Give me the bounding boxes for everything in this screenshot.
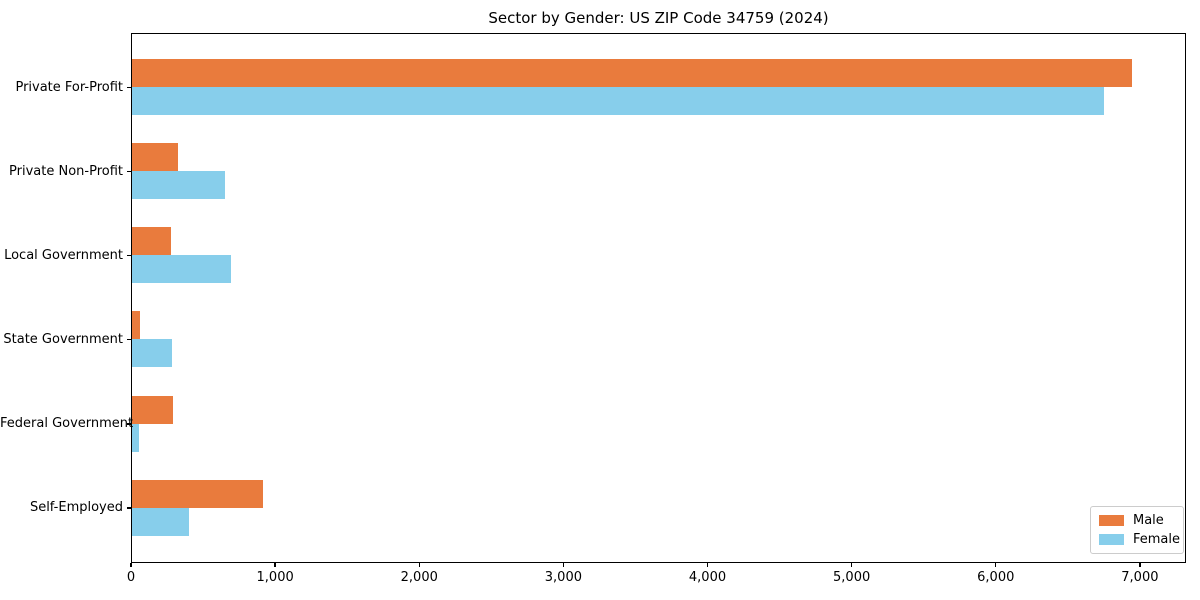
y-tick-label-self-employed: Self-Employed: [29, 500, 123, 515]
x-tick-mark: [1139, 563, 1141, 567]
bar-male-private-non-profit: [132, 143, 178, 172]
bar-female-private-non-profit: [132, 171, 226, 200]
legend-swatch-male: [1099, 515, 1124, 526]
x-tick-mark: [274, 563, 276, 567]
bar-male-state-government: [132, 311, 140, 340]
y-tick-label-state-government: State Government: [3, 331, 123, 347]
x-tick-label-3000: 3,000: [544, 570, 582, 585]
x-tick-mark: [418, 563, 420, 567]
x-tick-mark: [562, 563, 565, 567]
bar-female-self-employed: [132, 507, 189, 536]
legend-swatch-female: [1099, 534, 1124, 545]
x-tick-label-5000: 5,000: [833, 570, 871, 585]
y-tick-mark: [127, 423, 131, 425]
y-tick-label-local-government: Local Government: [4, 247, 123, 263]
legend-item-male: Male: [1099, 512, 1175, 528]
x-tick-mark: [706, 563, 709, 567]
y-tick-label-federal-government: Federal Government: [0, 415, 134, 431]
x-tick-label-2000: 2,000: [400, 570, 438, 585]
x-tick-mark: [850, 563, 853, 567]
plot-area: [131, 33, 1186, 563]
y-tick-mark: [127, 507, 131, 509]
x-tick-label-6000: 6,000: [977, 570, 1015, 585]
chart-title: Sector by Gender: US ZIP Code 34759 (202…: [488, 9, 829, 27]
legend-label-female: Female: [1133, 531, 1181, 547]
y-tick-label-private-for-profit: Private For-Profit: [15, 79, 123, 95]
bar-female-federal-government: [132, 423, 140, 452]
y-tick-mark: [127, 86, 131, 89]
x-tick-label-0: 0: [126, 570, 136, 585]
bar-male-private-for-profit: [132, 59, 1133, 88]
x-tick-mark: [995, 563, 997, 567]
legend-label-male: Male: [1133, 512, 1164, 528]
y-tick-mark: [127, 170, 131, 173]
bar-male-local-government: [132, 227, 171, 256]
legend: Male Female: [1090, 506, 1184, 554]
y-tick-mark: [127, 255, 131, 257]
bar-male-self-employed: [132, 479, 263, 508]
bar-female-private-for-profit: [132, 87, 1104, 116]
x-tick-mark: [130, 563, 132, 567]
legend-item-female: Female: [1099, 532, 1180, 547]
bar-female-state-government: [132, 339, 172, 368]
bar-female-local-government: [132, 255, 232, 284]
y-tick-mark: [127, 339, 131, 341]
x-tick-label-7000: 7,000: [1121, 570, 1159, 585]
x-tick-label-4000: 4,000: [688, 570, 727, 585]
y-tick-label-private-non-profit: Private Non-Profit: [9, 163, 123, 179]
bar-male-federal-government: [132, 395, 173, 424]
x-tick-label-1000: 1,000: [256, 570, 294, 585]
